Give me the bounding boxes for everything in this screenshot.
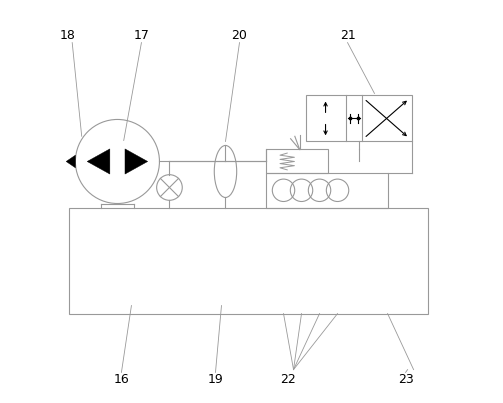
Polygon shape xyxy=(87,149,110,174)
Text: 17: 17 xyxy=(133,29,149,42)
Text: 22: 22 xyxy=(280,373,295,386)
Polygon shape xyxy=(125,149,148,174)
Bar xyxy=(266,173,388,208)
Text: 19: 19 xyxy=(208,373,223,386)
Text: 18: 18 xyxy=(59,29,75,42)
Bar xyxy=(69,208,428,314)
Text: 23: 23 xyxy=(398,373,413,386)
Bar xyxy=(266,150,327,173)
Text: 16: 16 xyxy=(114,373,129,386)
Polygon shape xyxy=(66,155,75,168)
Text: 20: 20 xyxy=(231,29,247,42)
Text: 21: 21 xyxy=(340,29,356,42)
Bar xyxy=(305,96,411,141)
